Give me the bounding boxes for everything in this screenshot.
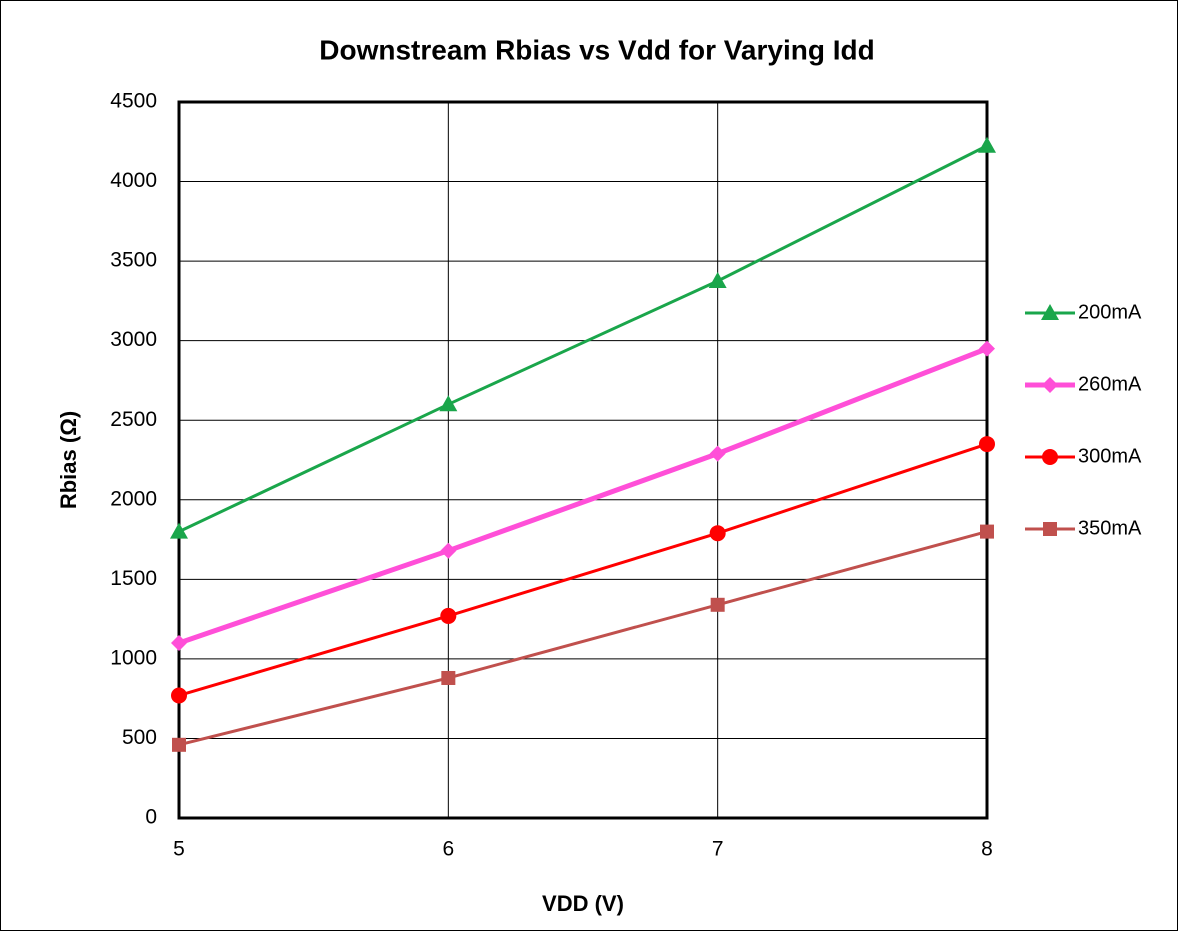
data-point — [708, 272, 727, 288]
data-point — [440, 607, 457, 624]
y-axis-label: Rbias (Ω) — [56, 411, 81, 509]
data-point — [439, 395, 458, 412]
series-line — [178, 346, 988, 646]
y-tick-label: 2000 — [110, 487, 157, 510]
legend-marker — [1042, 449, 1058, 465]
legend-label: 350mA — [1078, 517, 1142, 539]
x-axis-label: VDD (V) — [542, 891, 624, 916]
chart-title: Downstream Rbias vs Vdd for Varying Idd — [319, 34, 874, 65]
data-point — [171, 687, 187, 704]
x-tick-label: 6 — [442, 838, 454, 861]
legend-marker — [1042, 377, 1058, 393]
y-tick-label: 4500 — [110, 90, 157, 113]
data-point — [978, 136, 996, 153]
data-point — [440, 542, 457, 559]
y-tick-label: 1500 — [110, 567, 157, 590]
data-point — [171, 634, 187, 651]
legend-label: 260mA — [1078, 373, 1142, 395]
data-point — [709, 445, 726, 462]
x-tick-label: 8 — [981, 838, 993, 861]
data-point — [979, 436, 995, 453]
x-tick-label: 5 — [173, 838, 185, 861]
data-point — [170, 522, 188, 539]
y-tick-label: 3000 — [110, 328, 157, 351]
plot-border — [177, 100, 989, 820]
legend-label: 200mA — [1078, 301, 1142, 323]
y-tick-label: 2500 — [110, 408, 157, 431]
data-point — [441, 670, 456, 685]
series-line — [178, 144, 988, 533]
data-point — [172, 737, 186, 752]
data-point — [709, 525, 726, 542]
y-tick-label: 500 — [122, 726, 157, 749]
data-point — [979, 340, 995, 357]
data-point — [710, 597, 725, 612]
series-line — [178, 442, 988, 697]
legend-marker — [1041, 304, 1059, 320]
legend-marker — [1043, 522, 1057, 536]
y-tick-label: 0 — [145, 806, 157, 829]
x-tick-label: 7 — [712, 838, 724, 861]
y-tick-label: 4000 — [110, 169, 157, 192]
y-tick-label: 1000 — [110, 646, 157, 669]
series-line — [178, 530, 988, 747]
y-tick-label: 3500 — [110, 249, 157, 272]
data-point — [980, 524, 994, 539]
legend-label: 300mA — [1078, 445, 1142, 467]
